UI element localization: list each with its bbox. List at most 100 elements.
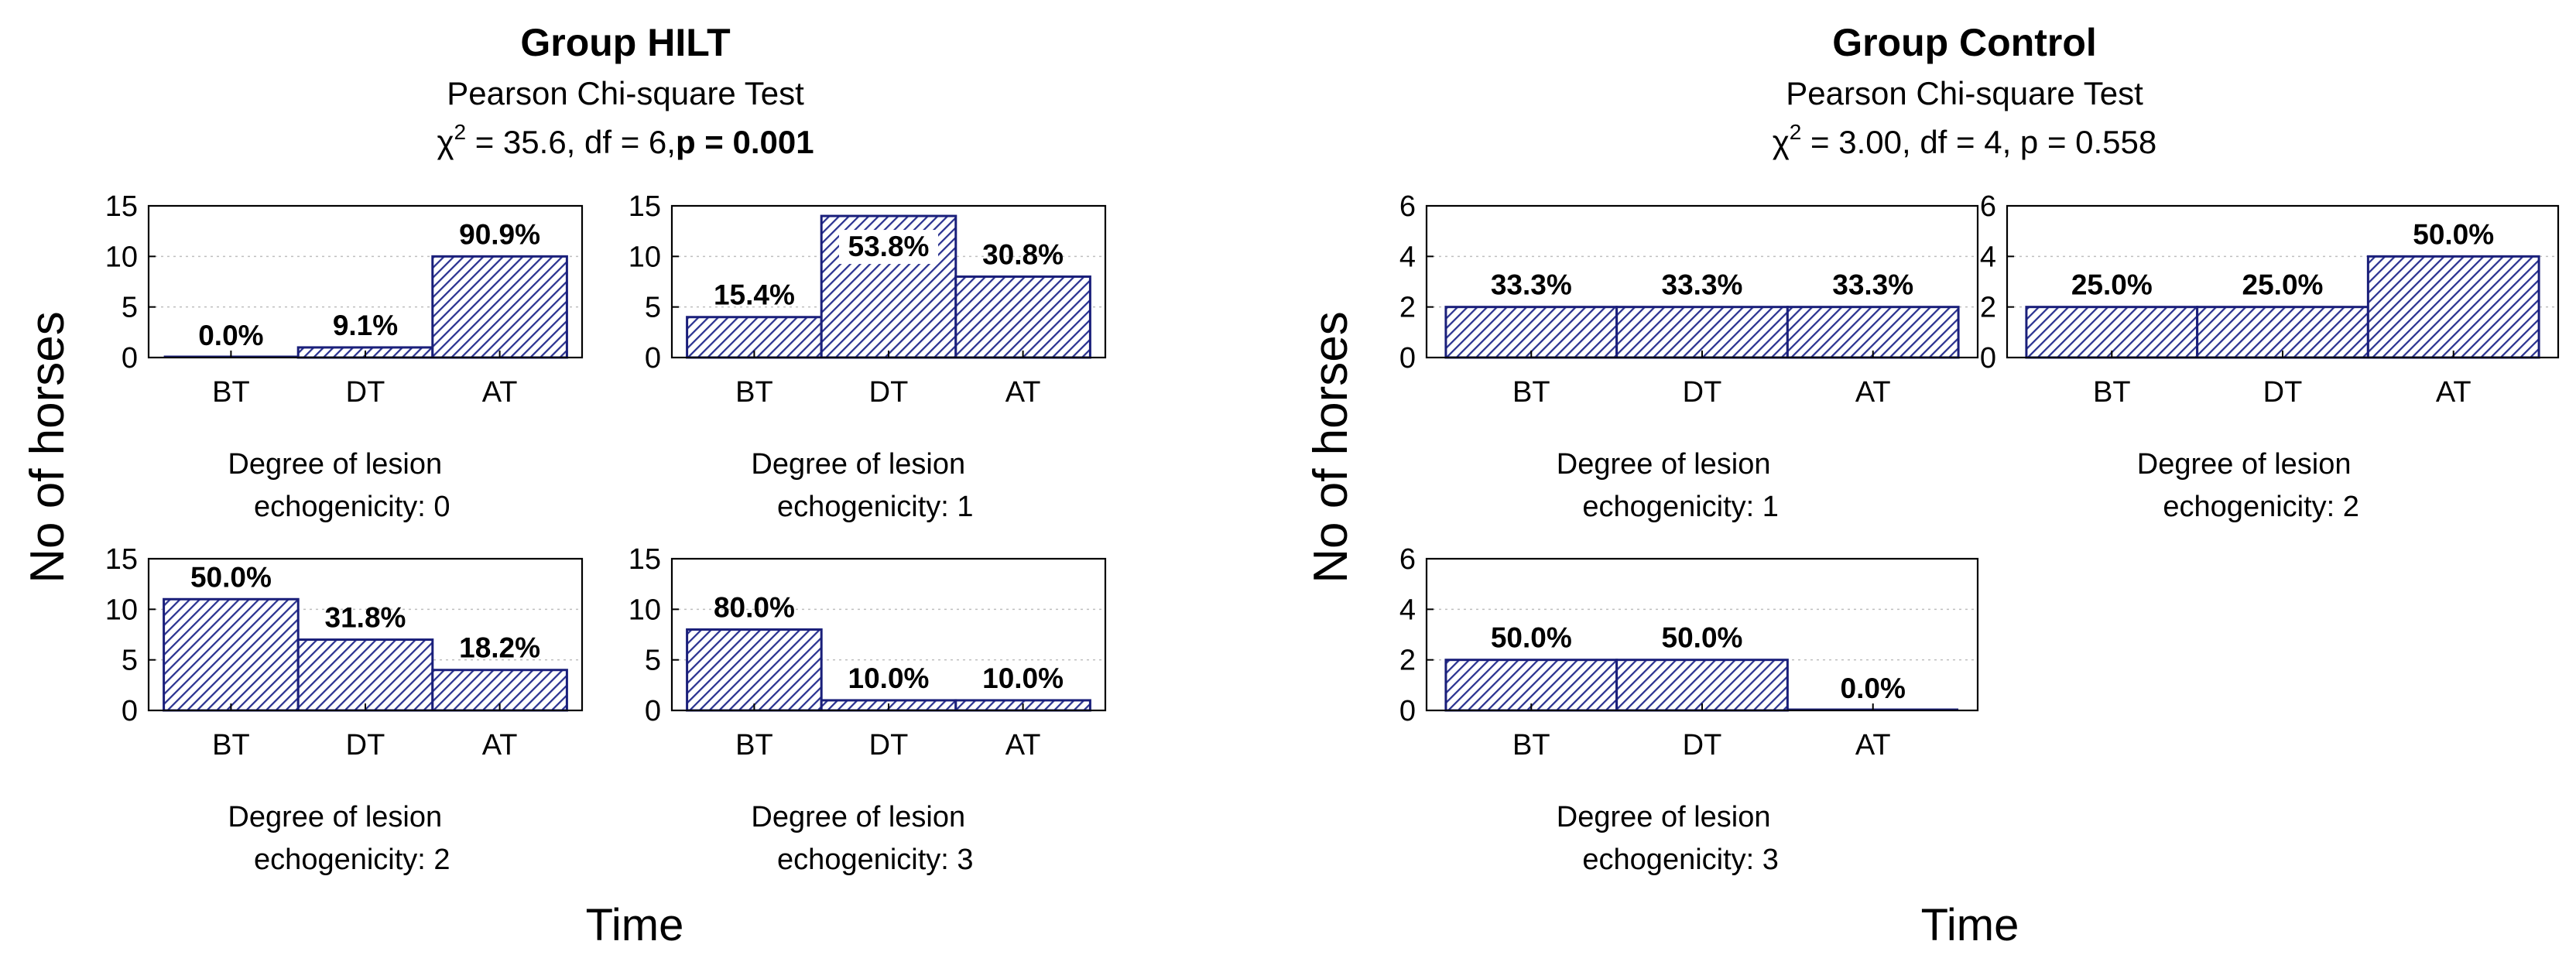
group-hilt-header: Group HILT Pearson Chi-square Test χ2 = … (437, 21, 814, 160)
y-tick-label: 4 (1980, 241, 1996, 273)
group-control-ylabel: No of horses (1304, 311, 1358, 584)
y-tick-label: 6 (1399, 190, 1416, 223)
bar-bt (2025, 306, 2199, 359)
x-tick-label: AT (1855, 729, 1891, 762)
y-tick-label: 5 (645, 292, 661, 324)
y-tick-label: 2 (1399, 292, 1416, 324)
y-tick-label: 5 (645, 645, 661, 677)
panel-caption-line2: echogenicity: 1 (777, 491, 974, 523)
data-label: 0.0% (1841, 673, 1906, 704)
y-tick-label: 15 (105, 190, 138, 223)
y-tick-label: 4 (1399, 594, 1416, 626)
panel-caption-line1: Degree of lesion (1557, 801, 1771, 833)
panel-caption-line1: Degree of lesion (228, 448, 442, 481)
y-tick-label: 10 (629, 594, 661, 626)
x-tick-label: AT (2436, 376, 2472, 409)
x-tick-label: DT (1683, 376, 1722, 409)
bar-at (431, 669, 568, 712)
y-tick-label: 10 (629, 241, 661, 273)
panel-caption-line1: Degree of lesion (751, 801, 965, 833)
bar-bt (1444, 659, 1619, 712)
group-hilt-xlabel: Time (586, 900, 684, 950)
bar-panel-4: 0 2 4 6 BT DT AT 33.3% 33.3% 33.3% Degree of lesio… (1399, 190, 1979, 523)
data-label: 15.4% (714, 279, 795, 311)
panel-caption-line2: echogenicity: 2 (254, 844, 450, 876)
data-label: 0.0% (198, 320, 263, 351)
data-label: 10.0% (982, 662, 1064, 694)
panel-caption-line2: echogenicity: 3 (777, 844, 974, 876)
data-label: 50.0% (2413, 218, 2494, 250)
bar-at (431, 255, 568, 359)
bar-at (2366, 255, 2540, 359)
data-label: 33.3% (1662, 269, 1743, 301)
y-tick-label: 5 (122, 292, 138, 324)
bar-panel-0: 0 5 10 15 BT DT AT 0.0% 9.1% 90.9% Degree of lesio… (105, 190, 584, 523)
x-tick-label: BT (1512, 729, 1550, 762)
group-hilt-test-name: Pearson Chi-square Test (447, 75, 804, 111)
data-label: 30.8% (982, 238, 1064, 270)
data-label: 33.3% (1491, 269, 1572, 301)
bar-panel-1: 0 5 10 15 BT DT AT 15.4% 53.8% 30.8% Degree of les… (629, 190, 1107, 523)
panel-caption-line1: Degree of lesion (228, 801, 442, 833)
group-control-xlabel: Time (1921, 900, 2019, 950)
bar-panel-6: 0 2 4 6 BT DT AT 50.0% 50.0% 0.0% Degree of lesion… (1399, 543, 1979, 876)
bar-panel-3: 0 5 10 15 BT DT AT 80.0% 10.0% 10.0% Degree of les… (629, 543, 1107, 876)
y-tick-label: 2 (1399, 645, 1416, 677)
x-tick-label: AT (1855, 376, 1891, 409)
bar-at (1786, 306, 1960, 359)
y-tick-label: 0 (645, 342, 661, 375)
bar-panels: 0 5 10 15 BT DT AT 0.0% 9.1% 90.9% Degree of lesio… (105, 190, 2560, 876)
data-label: 50.0% (1491, 622, 1572, 654)
bar-bt (686, 628, 823, 712)
x-tick-label: AT (482, 376, 518, 409)
y-tick-label: 0 (1399, 342, 1416, 375)
y-tick-label: 0 (1980, 342, 1996, 375)
x-tick-label: BT (1512, 376, 1550, 409)
data-label: 50.0% (190, 561, 272, 593)
y-tick-label: 15 (105, 543, 138, 576)
x-tick-label: BT (735, 729, 773, 762)
y-tick-label: 10 (105, 594, 138, 626)
x-tick-label: DT (869, 376, 909, 409)
data-label: 10.0% (848, 662, 930, 694)
x-tick-label: DT (869, 729, 909, 762)
data-label: 53.8% (848, 231, 930, 262)
y-tick-label: 15 (629, 543, 661, 576)
bar-dt (1615, 659, 1789, 712)
bar-bt (163, 597, 300, 712)
x-tick-label: DT (2263, 376, 2303, 409)
group-hilt-title: Group HILT (520, 21, 730, 64)
data-label: 31.8% (325, 602, 406, 634)
y-tick-label: 0 (645, 695, 661, 727)
x-tick-label: DT (346, 376, 385, 409)
y-tick-label: 2 (1980, 292, 1996, 324)
y-tick-label: 6 (1399, 543, 1416, 576)
x-tick-label: BT (212, 376, 250, 409)
data-label: 33.3% (1832, 269, 1913, 301)
data-label: 25.0% (2242, 269, 2324, 301)
panel-caption-line2: echogenicity: 2 (2163, 491, 2359, 523)
bar-dt (2196, 306, 2369, 359)
data-label: 25.0% (2071, 269, 2153, 301)
group-hilt-ylabel: No of horses (21, 311, 74, 584)
group-control-title: Group Control (1832, 21, 2097, 64)
x-tick-label: AT (482, 729, 518, 762)
y-tick-label: 0 (122, 695, 138, 727)
data-label: 18.2% (459, 632, 540, 664)
y-tick-label: 10 (105, 241, 138, 273)
panel-caption-line1: Degree of lesion (2137, 448, 2352, 481)
x-tick-label: AT (1005, 729, 1041, 762)
data-label-bg (839, 230, 938, 265)
panel-caption-line2: echogenicity: 3 (1582, 844, 1779, 876)
x-tick-label: BT (2093, 376, 2131, 409)
data-label: 9.1% (333, 310, 398, 341)
bar-dt (1615, 306, 1789, 359)
data-label: 90.9% (459, 218, 540, 250)
group-control-test-name: Pearson Chi-square Test (1786, 75, 2143, 111)
panel-caption-line2: echogenicity: 1 (1582, 491, 1779, 523)
y-tick-label: 0 (122, 342, 138, 375)
x-tick-label: AT (1005, 376, 1041, 409)
group-control-header: Group Control Pearson Chi-square Test χ2… (1773, 21, 2157, 160)
data-label: 80.0% (714, 591, 795, 623)
